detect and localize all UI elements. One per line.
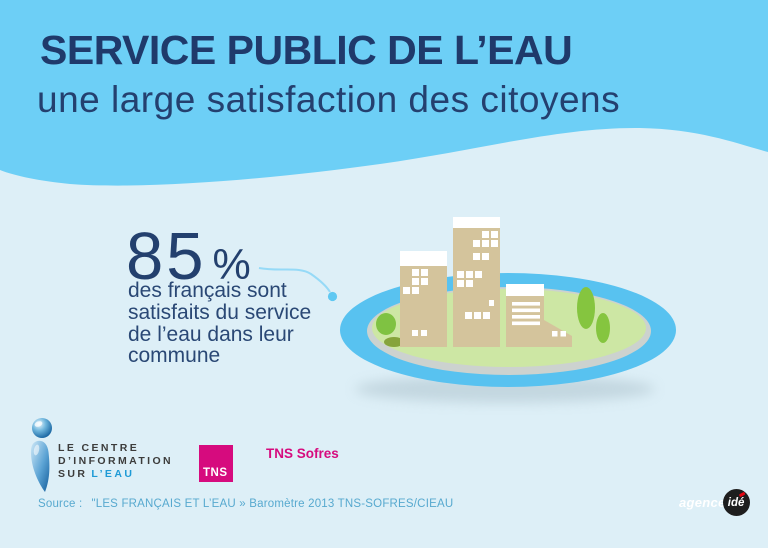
tns-sofres-wordmark: TNS Sofres [266,446,339,461]
building-middle [453,217,500,347]
source-text: "LES FRANÇAIS ET L’EAU » Baromètre 2013 … [91,498,454,510]
cieau-line: LE CENTRE [58,442,140,454]
stat-line: de l’eau dans leur [128,322,294,346]
stat-number-text: 85 [126,219,207,294]
building-right [506,284,572,347]
header-wave-background [0,0,768,186]
source-label: Source : [38,498,83,510]
city-island-illustration [340,217,676,403]
building-left [400,251,447,347]
cieau-line: D’INFORMATION [58,455,173,468]
water-drop-icon [30,418,52,492]
page-subtitle: une large satisfaction des citoyens [37,79,621,120]
stat-line: commune [128,344,221,368]
stat-value: 85% [126,218,251,295]
bush-icon [384,337,404,347]
agence-ide-logo: agence idé [679,489,750,516]
stat-line: satisfaits du service [128,300,312,324]
tns-logo: TNS [199,445,233,482]
agency-badge: idé [722,489,750,516]
page-title: SERVICE PUBLIC DE L’EAU [40,27,573,73]
cieau-eau-highlight: L’EAU [91,468,135,481]
island-shadow [355,375,655,403]
tree-icon [376,313,396,335]
tree-icon [577,287,595,329]
tree-icon [596,313,610,343]
agency-name: agence [679,495,726,510]
stat-line: des français sont [128,279,287,302]
cieau-line: SUR L’EAU [58,468,135,481]
stat-percent-sign: % [212,241,251,289]
connector-line [258,267,338,302]
cieau-logo: LE CENTRE D’INFORMATION SUR L’EAU [58,442,173,482]
stat-description: des français sont satisfaits du service … [128,280,358,367]
source-note: Source : "LES FRANÇAIS ET L’EAU » Baromèt… [38,498,453,510]
